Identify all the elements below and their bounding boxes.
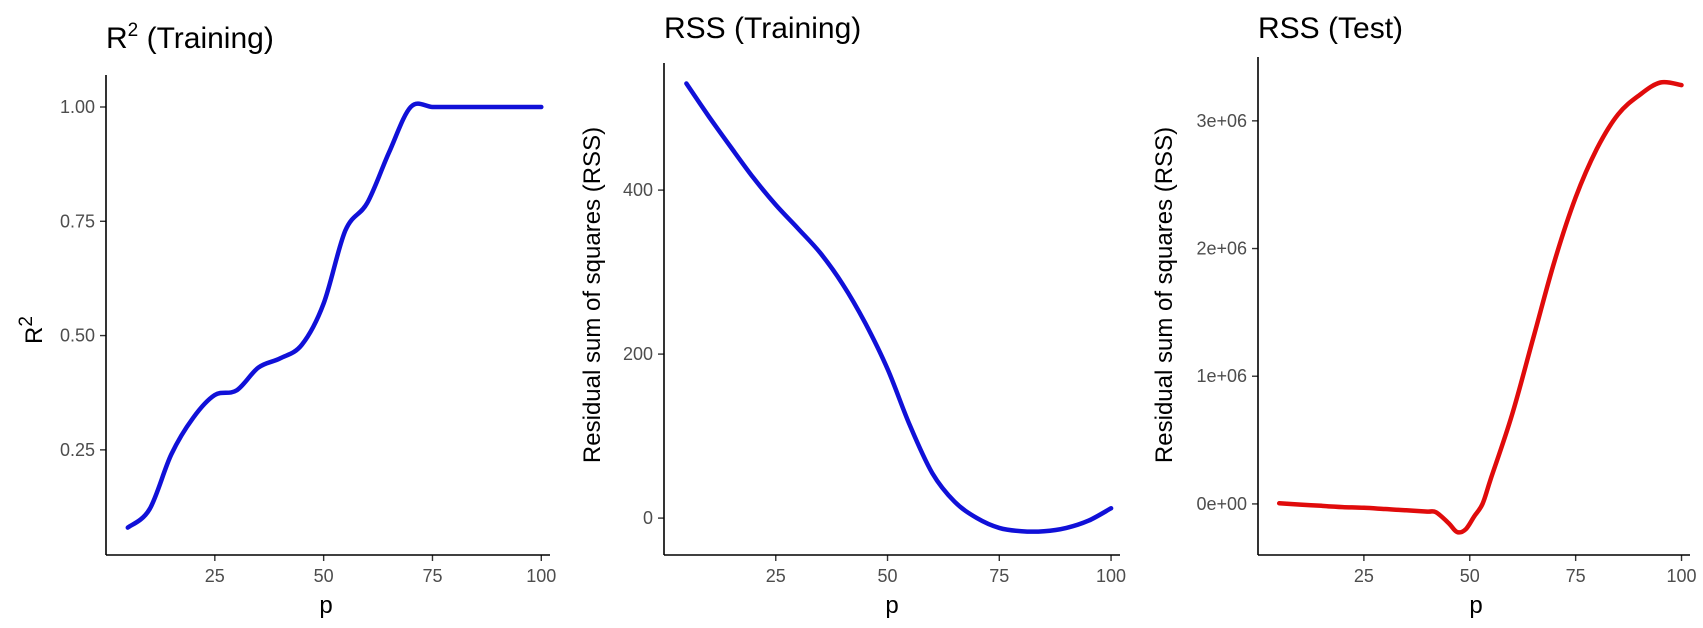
y-axis-title: R2 — [16, 316, 48, 344]
chart-title: RSS (Training) — [664, 12, 861, 45]
x-tick-label: 100 — [1667, 566, 1697, 586]
x-tick-label: 75 — [422, 566, 442, 586]
series-line — [684, 81, 1114, 534]
x-axis-title: p — [319, 592, 332, 619]
y-tick-label: 1.00 — [60, 97, 95, 117]
y-tick-label: 0.50 — [60, 326, 95, 346]
y-tick-label: 2e+06 — [1196, 239, 1247, 259]
y-tick-label: 0.75 — [60, 211, 95, 231]
x-axis-ticks: 25 50 75 100 — [766, 555, 1126, 586]
y-axis-title: Residual sum of squares (RSS) — [579, 127, 606, 463]
y-axis-ticks: 0.25 0.50 0.75 1.00 — [60, 97, 106, 460]
chart-title: RSS (Test) — [1258, 12, 1403, 45]
y-tick-label: 0 — [643, 508, 653, 528]
y-tick-label: 0e+00 — [1196, 494, 1247, 514]
x-tick-label: 100 — [526, 566, 556, 586]
y-tick-label: 200 — [623, 344, 653, 364]
x-axis-ticks: 25 50 75 100 — [205, 555, 556, 586]
x-tick-label: 50 — [878, 566, 898, 586]
panel-r2-training: R2 (Training) R2 p 0.25 0.50 0.75 1.00 25 50… — [16, 20, 556, 619]
x-axis-title: p — [1469, 592, 1482, 619]
y-tick-label: 400 — [623, 180, 653, 200]
x-axis-ticks: 25 50 75 100 — [1354, 555, 1697, 586]
series-line — [125, 101, 544, 530]
panel-rss-training: RSS (Training) Residual sum of squares (… — [579, 12, 1126, 619]
y-axis-title: Residual sum of squares (RSS) — [1151, 127, 1178, 463]
x-tick-label: 75 — [1566, 566, 1586, 586]
series-line — [1276, 79, 1684, 535]
x-tick-label: 75 — [989, 566, 1009, 586]
x-tick-label: 25 — [766, 566, 786, 586]
x-tick-label: 25 — [205, 566, 225, 586]
x-axis-title: p — [885, 592, 898, 619]
y-tick-label: 1e+06 — [1196, 366, 1247, 386]
y-tick-label: 3e+06 — [1196, 111, 1247, 131]
x-tick-label: 50 — [1460, 566, 1480, 586]
x-tick-label: 100 — [1096, 566, 1126, 586]
panel-rss-test: RSS (Test) Residual sum of squares (RSS)… — [1151, 12, 1697, 619]
y-axis-ticks: 0 200 400 — [623, 180, 664, 528]
y-axis-ticks: 0e+00 1e+06 2e+06 3e+06 — [1196, 111, 1258, 514]
y-tick-label: 0.25 — [60, 440, 95, 460]
x-tick-label: 25 — [1354, 566, 1374, 586]
x-tick-label: 50 — [314, 566, 334, 586]
chart-title: R2 (Training) — [106, 20, 274, 55]
